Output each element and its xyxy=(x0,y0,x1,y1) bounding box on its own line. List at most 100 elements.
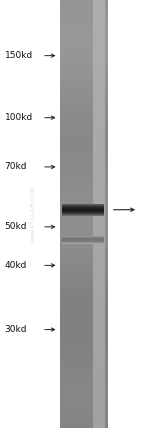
Bar xyxy=(93,9,105,11)
Bar xyxy=(93,321,105,323)
Bar xyxy=(93,342,105,345)
Bar xyxy=(60,355,108,357)
Bar xyxy=(60,203,108,205)
Bar xyxy=(60,49,108,51)
Bar xyxy=(93,325,105,327)
Bar xyxy=(93,208,105,210)
Bar xyxy=(93,394,105,396)
Bar xyxy=(93,246,105,248)
Bar xyxy=(60,182,108,184)
Bar xyxy=(93,323,105,325)
Bar xyxy=(93,229,105,231)
Bar xyxy=(93,11,105,13)
Bar xyxy=(93,220,105,223)
Bar xyxy=(93,349,105,351)
Bar xyxy=(93,383,105,385)
Bar xyxy=(93,205,105,208)
Bar xyxy=(93,43,105,45)
Bar xyxy=(60,88,108,90)
Bar xyxy=(93,362,105,364)
Bar xyxy=(60,270,108,272)
Bar xyxy=(93,195,105,197)
Bar xyxy=(93,107,105,109)
Bar xyxy=(93,163,105,165)
Bar xyxy=(93,317,105,319)
Bar xyxy=(93,101,105,103)
Bar xyxy=(60,150,108,152)
Bar xyxy=(60,86,108,88)
Bar xyxy=(93,148,105,150)
Bar xyxy=(60,199,108,201)
Bar xyxy=(93,184,105,186)
Bar xyxy=(93,180,105,182)
Bar xyxy=(93,188,105,190)
Bar xyxy=(93,259,105,261)
Bar xyxy=(60,319,108,321)
Bar xyxy=(60,113,108,116)
Bar xyxy=(93,265,105,268)
Bar xyxy=(93,274,105,276)
Bar xyxy=(93,66,105,68)
Bar xyxy=(93,24,105,26)
Bar xyxy=(60,51,108,54)
Bar xyxy=(93,0,105,2)
Bar xyxy=(60,180,108,182)
Bar xyxy=(93,330,105,332)
Bar xyxy=(93,345,105,347)
Bar xyxy=(60,171,108,173)
Bar xyxy=(93,255,105,257)
Bar xyxy=(60,274,108,276)
Bar xyxy=(60,64,108,66)
Bar xyxy=(60,285,108,287)
Bar xyxy=(60,257,108,259)
Bar xyxy=(93,105,105,107)
Bar xyxy=(60,265,108,268)
Bar xyxy=(60,248,108,250)
Bar xyxy=(60,297,108,300)
Bar xyxy=(60,116,108,118)
Bar xyxy=(93,26,105,28)
Bar xyxy=(60,101,108,103)
Bar xyxy=(60,263,108,265)
Bar xyxy=(93,312,105,315)
Bar xyxy=(60,289,108,291)
Bar xyxy=(93,167,105,169)
Bar xyxy=(93,109,105,111)
Bar xyxy=(60,41,108,43)
Bar xyxy=(93,143,105,146)
Bar xyxy=(60,370,108,372)
Bar xyxy=(93,201,105,203)
Bar xyxy=(60,68,108,71)
Bar xyxy=(93,62,105,64)
Bar xyxy=(60,338,108,340)
Bar xyxy=(60,152,108,154)
Bar xyxy=(93,280,105,282)
Bar xyxy=(93,81,105,83)
Bar xyxy=(93,173,105,175)
Bar xyxy=(60,21,108,24)
Bar xyxy=(60,242,108,244)
Bar xyxy=(60,47,108,49)
Bar xyxy=(60,81,108,83)
Bar xyxy=(60,103,108,105)
Bar xyxy=(60,34,108,36)
Bar xyxy=(93,2,105,4)
Bar xyxy=(60,131,108,133)
Bar xyxy=(60,58,108,60)
Bar xyxy=(60,353,108,355)
Bar xyxy=(93,203,105,205)
Bar xyxy=(93,98,105,101)
Bar xyxy=(60,332,108,334)
Bar xyxy=(60,19,108,21)
Bar xyxy=(93,92,105,94)
Bar xyxy=(60,2,108,4)
Bar xyxy=(60,396,108,398)
Bar xyxy=(60,368,108,370)
Bar xyxy=(60,321,108,323)
Bar xyxy=(93,315,105,317)
Bar xyxy=(60,96,108,98)
Bar xyxy=(93,212,105,214)
Bar xyxy=(93,150,105,152)
Bar xyxy=(93,45,105,47)
Bar xyxy=(60,71,108,73)
